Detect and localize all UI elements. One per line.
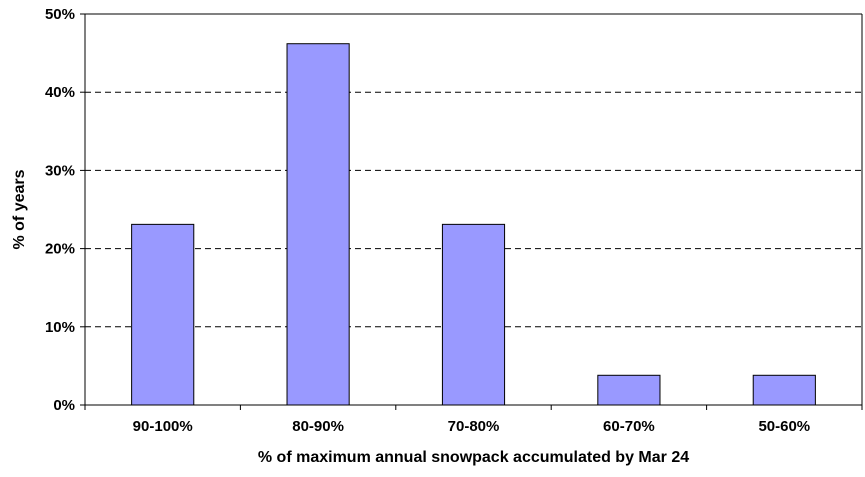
x-axis-title: % of maximum annual snowpack accumulated… [258,449,689,466]
y-tick-label: 20% [45,241,75,258]
bar-50-60% [752,374,816,406]
axes [80,13,863,410]
y-tick-label: 50% [45,6,75,23]
y-tick-label: 40% [45,84,75,101]
y-tick-label: 10% [45,319,75,336]
x-tick-label: 80-90% [292,418,344,435]
y-axis-title: % of years [11,169,28,249]
x-tick-label: 70-80% [448,418,500,435]
x-tick-label: 60-70% [603,418,655,435]
x-tick-labels: 90-100% 80-90% 70-80% 60-70% 50-60% [133,418,810,435]
bar-80-90% [286,43,350,406]
x-tick-label: 50-60% [758,418,810,435]
bar-70-80% [441,223,506,406]
bar-60-70% [597,374,661,406]
bar-series [131,43,816,406]
y-tick-label: 0% [53,397,75,414]
x-tick-label: 90-100% [133,418,193,435]
bar-90-100% [131,223,195,406]
y-tick-label: 30% [45,162,75,179]
y-tick-labels: 0% 10% 20% 30% 40% 50% [45,6,75,414]
